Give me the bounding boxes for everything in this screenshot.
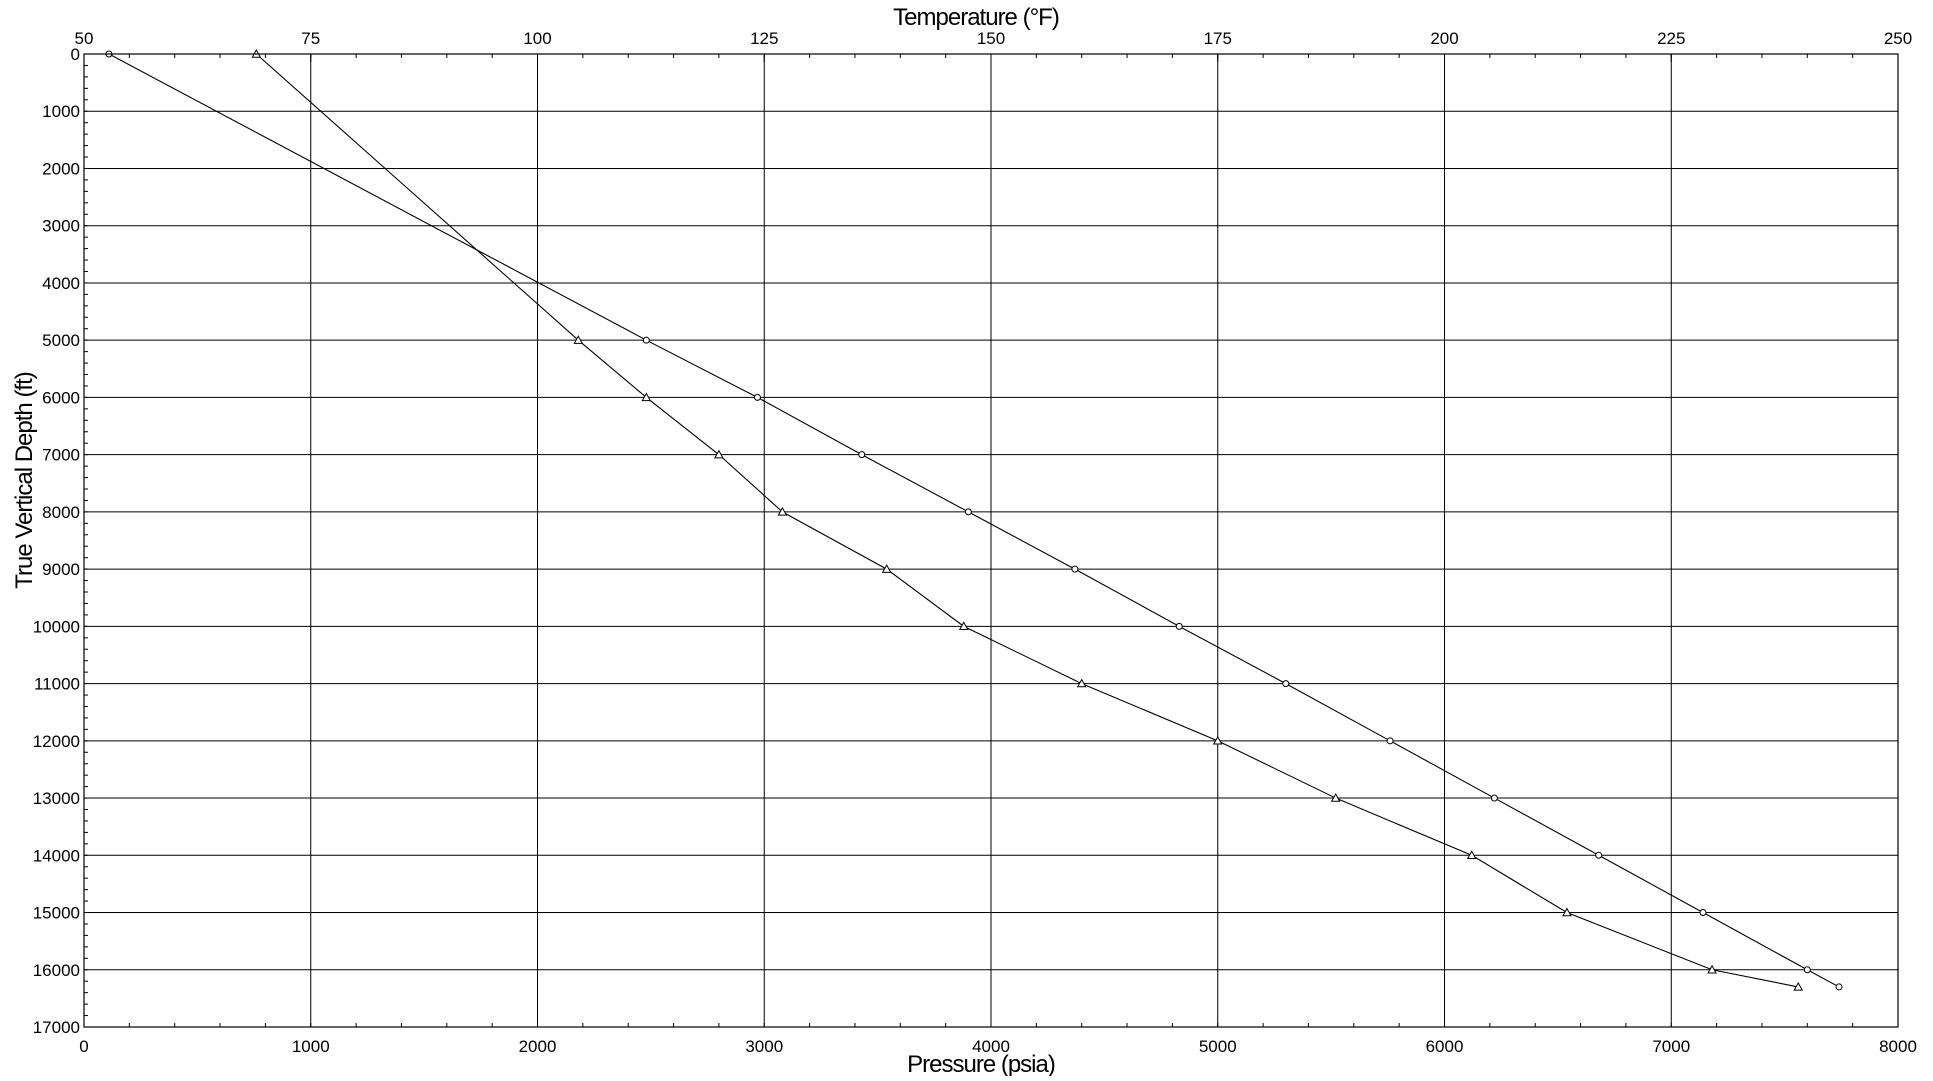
y-tick-label: 0 (71, 45, 80, 64)
pressure-data-point (1071, 565, 1079, 573)
bottom-tick-label: 1000 (292, 1037, 330, 1056)
bottom-tick-label: 6000 (1426, 1037, 1464, 1056)
temperature-data-point (714, 449, 724, 459)
temperature-data-point (1707, 964, 1717, 974)
temperature-data-point (1330, 793, 1341, 802)
y-tick-label: 13000 (33, 789, 80, 808)
y-tick-label: 10000 (33, 617, 80, 636)
bottom-tick-label: 8000 (1879, 1037, 1917, 1056)
y-tick-label: 3000 (42, 217, 80, 236)
bottom-tick-label: 5000 (1199, 1037, 1237, 1056)
y-tick-label: 16000 (33, 961, 80, 980)
bottom-tick-label: 7000 (1652, 1037, 1690, 1056)
temperature-data-point (573, 335, 584, 344)
y-tick-label: 14000 (33, 846, 80, 865)
bottom-axis-title: Pressure (psia) (907, 1051, 1055, 1076)
y-axis-title: True Vertical Depth (ft) (11, 372, 38, 589)
temperature-data-point (1212, 735, 1223, 745)
top-tick-label: 75 (301, 29, 320, 48)
top-tick-label: 100 (523, 29, 551, 48)
y-tick-label: 9000 (42, 560, 80, 579)
y-tick-label: 15000 (33, 904, 80, 923)
pressure-data-point (1175, 622, 1183, 630)
pressure-data-point (1835, 983, 1843, 991)
minor-tick-layer (83, 53, 1899, 1028)
top-axis-title: Temperature (°F) (893, 4, 1059, 31)
temperature-data-point (777, 506, 788, 516)
y-tick-label: 5000 (42, 331, 80, 350)
pressure-data-point (1595, 851, 1603, 859)
series-layer (105, 48, 1843, 991)
top-tick-label: 150 (977, 29, 1005, 48)
temperature-data-point (1466, 850, 1477, 859)
pressure-data-point (858, 451, 866, 459)
pressure-series-line (108, 53, 1840, 988)
temperature-data-point (1793, 981, 1804, 991)
y-tick-label: 7000 (42, 446, 80, 465)
top-tick-label: 50 (75, 29, 94, 48)
y-tick-label: 11000 (34, 675, 80, 694)
top-tick-label: 125 (750, 29, 778, 48)
pressure-data-point (964, 508, 972, 516)
temperature-data-point (1076, 678, 1087, 688)
top-tick-label: 200 (1430, 29, 1458, 48)
bottom-tick-label: 3000 (745, 1037, 783, 1056)
y-tick-label: 6000 (42, 388, 80, 407)
pressure-data-point (753, 393, 761, 401)
pressure-data-point (1490, 794, 1498, 802)
grid-layer (83, 53, 1899, 1028)
y-tick-label: 2000 (42, 159, 80, 178)
temperature-data-point (881, 564, 892, 573)
y-tick-label: 1000 (42, 102, 80, 121)
temperature-data-point (1562, 907, 1572, 917)
pressure-data-point (1803, 966, 1811, 974)
bottom-tick-label: 4000 (972, 1037, 1010, 1056)
top-tick-label: 175 (1204, 29, 1232, 48)
pressure-data-point (1699, 909, 1707, 917)
plot-frame (83, 53, 1899, 1028)
temperature-data-point (958, 621, 969, 631)
y-tick-label: 12000 (33, 732, 80, 751)
y-tick-label: 8000 (42, 503, 80, 522)
bottom-tick-label: 2000 (519, 1037, 557, 1056)
y-tick-label: 17000 (33, 1018, 80, 1037)
temperature-data-point (641, 392, 652, 402)
pressure-data-point (1282, 680, 1290, 688)
pressure-data-point (1386, 737, 1394, 745)
temperature-series-line (255, 53, 1799, 988)
pressure-data-point (642, 336, 650, 344)
tick-label-layer: 0100020003000400050006000700080009000100… (33, 29, 1917, 1056)
y-tick-label: 4000 (42, 274, 80, 293)
top-tick-label: 250 (1884, 29, 1912, 48)
bottom-tick-label: 0 (79, 1037, 88, 1056)
top-tick-label: 225 (1657, 29, 1685, 48)
